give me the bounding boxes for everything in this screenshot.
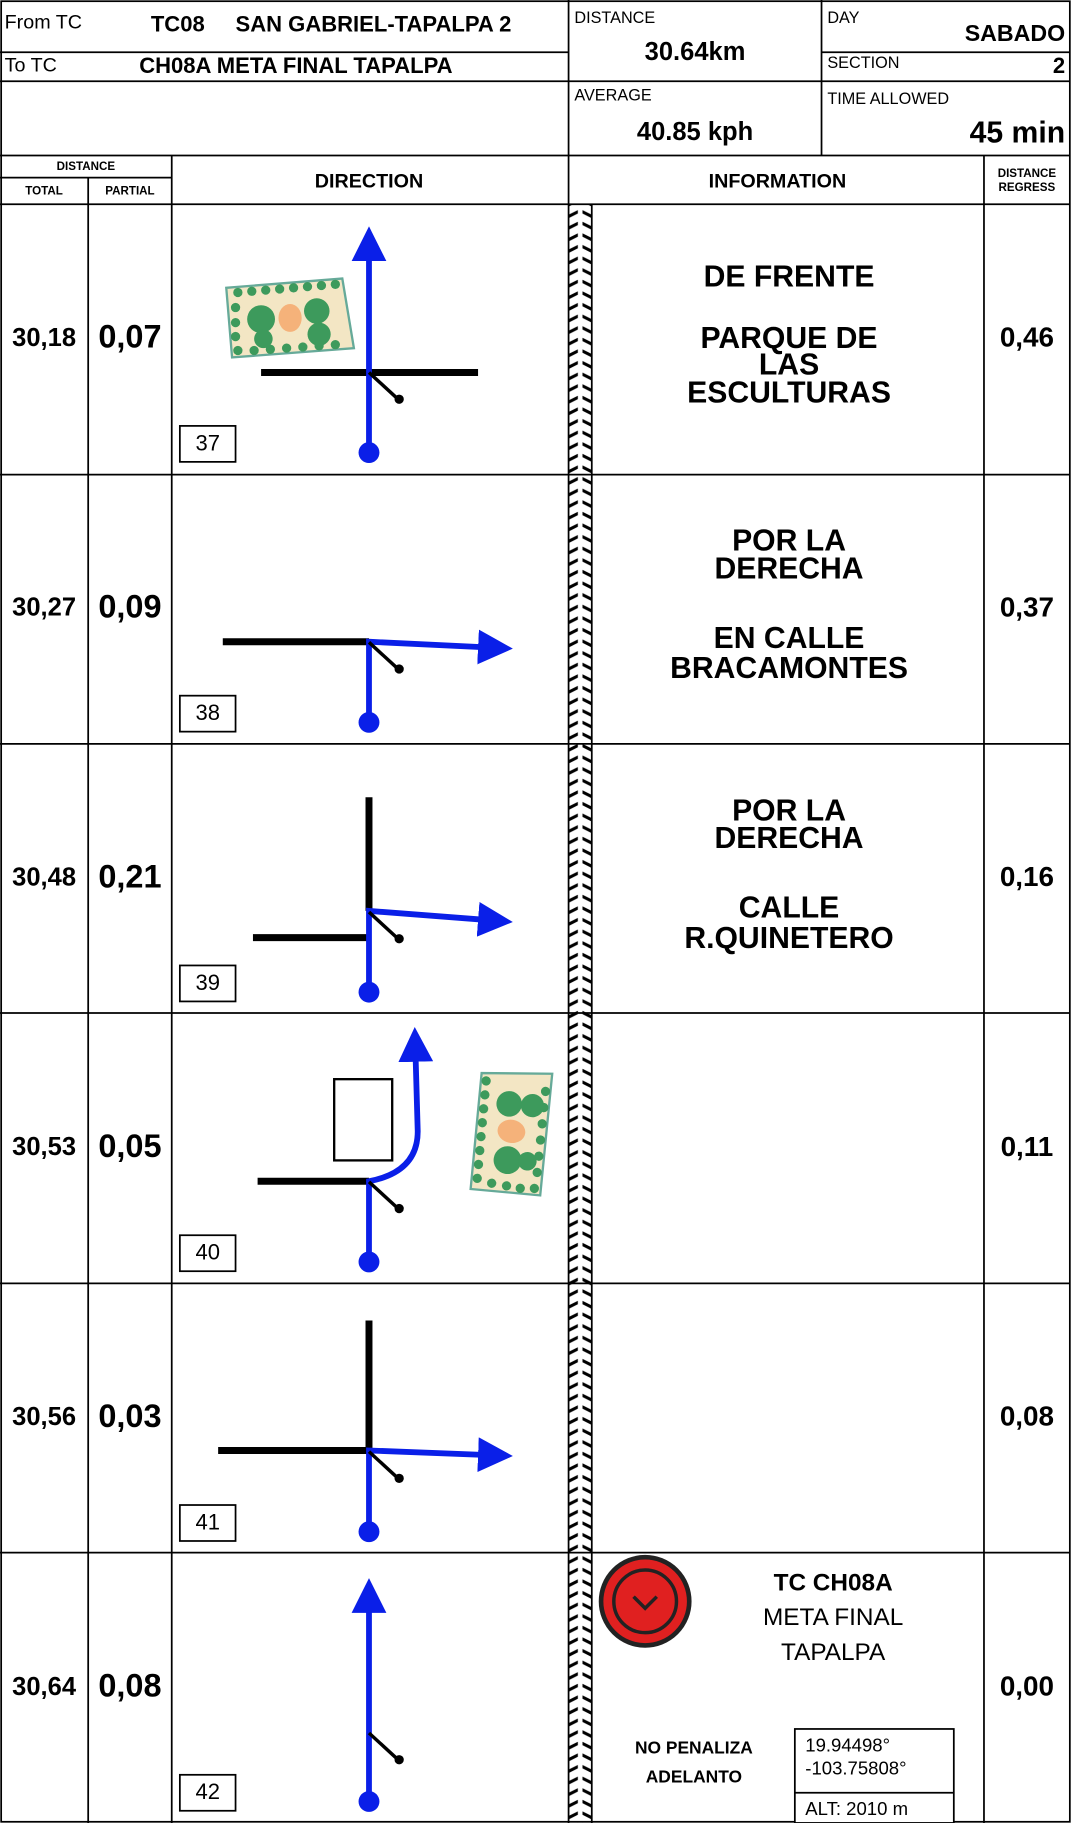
number-box <box>178 694 237 733</box>
start-dot <box>358 1521 380 1543</box>
row-number: 39 <box>195 970 220 995</box>
info-line: BRACAMONTES <box>670 652 908 685</box>
info-line: ESCULTURAS <box>687 377 891 410</box>
stub-dot <box>394 1203 404 1214</box>
col-direction: DIRECTION <box>315 170 423 192</box>
number-box <box>178 1504 237 1542</box>
average-label: AVERAGE <box>574 87 651 105</box>
regress: 0,00 <box>1000 1670 1054 1701</box>
stub-dot <box>394 1473 404 1483</box>
to-label: To TC <box>5 54 57 76</box>
number-box <box>178 1773 237 1812</box>
total: 30,64 <box>12 1673 77 1701</box>
row-number: 37 <box>195 430 220 455</box>
lon: -103.75808° <box>805 1757 906 1778</box>
regress: 0,46 <box>1000 322 1054 353</box>
start-dot <box>358 442 380 464</box>
day-label: DAY <box>827 9 859 27</box>
number-box <box>178 1234 237 1273</box>
zigzag <box>568 204 592 1823</box>
row-number: 38 <box>195 700 220 725</box>
col-total: TOTAL <box>25 185 63 198</box>
stub <box>367 1180 399 1209</box>
stub <box>367 641 399 670</box>
info-line: POR LA <box>732 794 846 827</box>
stub <box>367 1450 399 1479</box>
partial: 0,08 <box>98 1668 161 1704</box>
total: 30,18 <box>12 324 76 352</box>
alt: ALT: 2010 m <box>805 1798 908 1819</box>
distance-label: DISTANCE <box>574 9 655 27</box>
regress: 0,11 <box>1001 1131 1054 1162</box>
lat: 19.94498° <box>805 1734 890 1755</box>
time-label: TIME ALLOWED <box>827 90 949 108</box>
partial: 0,05 <box>98 1128 161 1164</box>
info-line: DE FRENTE <box>704 260 875 293</box>
checkpoint-line-2: TAPALPA <box>781 1639 886 1666</box>
row-number: 40 <box>195 1240 220 1265</box>
col-regress-1: DISTANCE <box>998 167 1057 180</box>
stub-dot <box>394 664 404 674</box>
total: 30,48 <box>12 863 76 891</box>
regress: 0,08 <box>1000 1401 1054 1432</box>
diagrams <box>218 226 955 1823</box>
from-code: TC08 <box>151 11 205 36</box>
note-1: NO PENALIZA <box>635 1737 753 1757</box>
time-value: 45 min <box>970 117 1066 150</box>
col-partial: PARTIAL <box>105 185 154 198</box>
number-box <box>178 425 237 463</box>
info-line: PARQUE DE <box>701 322 878 355</box>
stub-dot <box>394 1755 404 1765</box>
col-information: INFORMATION <box>709 170 847 192</box>
average-value: 40.85 kph <box>637 118 753 146</box>
info-line: CALLE <box>739 892 840 925</box>
start-dot <box>358 1791 380 1812</box>
stub <box>367 371 399 400</box>
note-2: ADELANTO <box>646 1766 742 1786</box>
distance-value: 30.64km <box>645 38 746 66</box>
total: 30,53 <box>12 1133 76 1161</box>
info-line: EN CALLE <box>714 622 865 655</box>
col-regress-2: REGRESS <box>999 181 1056 194</box>
partial: 0,07 <box>98 319 161 355</box>
stub-dot <box>394 934 404 944</box>
checkpoint-line-1: META FINAL <box>763 1604 903 1631</box>
col-distance: DISTANCE <box>57 160 116 173</box>
day-value: SABADO <box>965 20 1065 46</box>
partial: 0,09 <box>98 589 161 625</box>
regress: 0,16 <box>1000 861 1054 892</box>
number-box <box>178 964 237 1003</box>
total: 30,56 <box>12 1403 76 1431</box>
from-name: SAN GABRIEL-TAPALPA 2 <box>236 11 512 36</box>
from-label: From TC <box>5 11 82 33</box>
partial: 0,21 <box>98 858 161 894</box>
start-dot <box>358 981 380 1003</box>
regress: 0,37 <box>1000 591 1054 622</box>
row-number: 42 <box>195 1779 220 1804</box>
stub-dot <box>394 394 404 404</box>
info-line: DERECHA <box>714 552 863 585</box>
to-name: CH08A META FINAL TAPALPA <box>139 53 452 78</box>
section-label: SECTION <box>827 54 899 72</box>
start-dot <box>358 1251 380 1273</box>
partial: 0,03 <box>98 1398 161 1434</box>
info-line: POR LA <box>732 524 846 557</box>
row-number: 41 <box>195 1509 220 1534</box>
info-line: LAS <box>759 349 819 382</box>
stub <box>367 1731 399 1760</box>
section-value: 2 <box>1053 53 1065 78</box>
total: 30,27 <box>12 594 76 622</box>
info-line: DERECHA <box>714 822 863 855</box>
stub <box>367 910 399 939</box>
info-line: R.QUINETERO <box>684 922 893 955</box>
checkpoint-code: TC CH08A <box>774 1569 893 1596</box>
start-dot <box>358 711 380 733</box>
